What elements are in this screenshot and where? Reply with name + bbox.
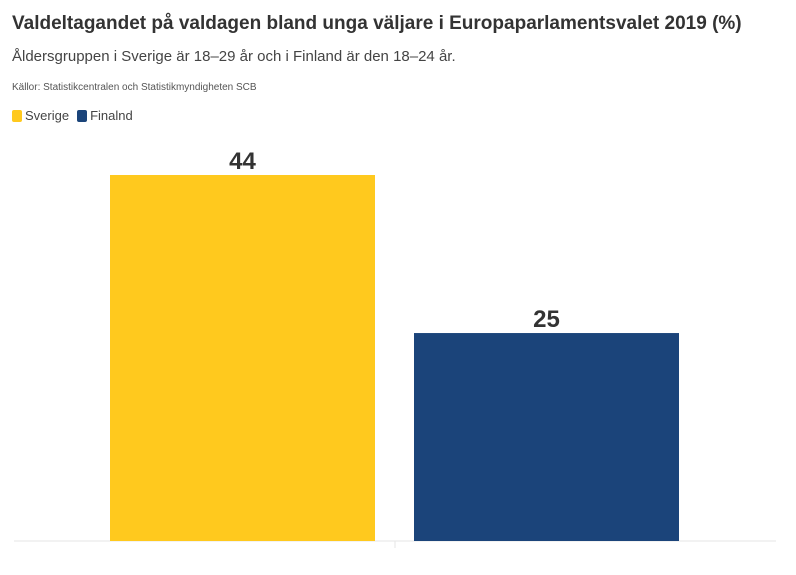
- bar-group: 44 25: [110, 148, 679, 541]
- bar-value-label-sverige: 44: [229, 148, 256, 175]
- chart-source: Källor: Statistikcentralen och Statistik…: [12, 82, 257, 93]
- chart-subtitle: Åldersgruppen i Sverige är 18–29 år och …: [12, 48, 456, 65]
- legend-swatch-sverige: [12, 109, 22, 122]
- legend-swatch-finland: [77, 109, 88, 122]
- bar-sverige[interactable]: [110, 175, 375, 541]
- bar-value-label-finland: 25: [533, 306, 560, 333]
- chart-legend: Sverige Finalnd: [12, 108, 141, 123]
- legend-label-sverige: Sverige: [25, 108, 70, 123]
- legend-item-finland[interactable]: Finalnd: [77, 108, 133, 123]
- chart-title: Valdeltagandet på valdagen bland unga vä…: [12, 13, 742, 34]
- legend-label-finland: Finalnd: [90, 108, 133, 123]
- bar-finland[interactable]: [414, 333, 679, 541]
- legend-item-sverige[interactable]: Sverige: [12, 108, 69, 123]
